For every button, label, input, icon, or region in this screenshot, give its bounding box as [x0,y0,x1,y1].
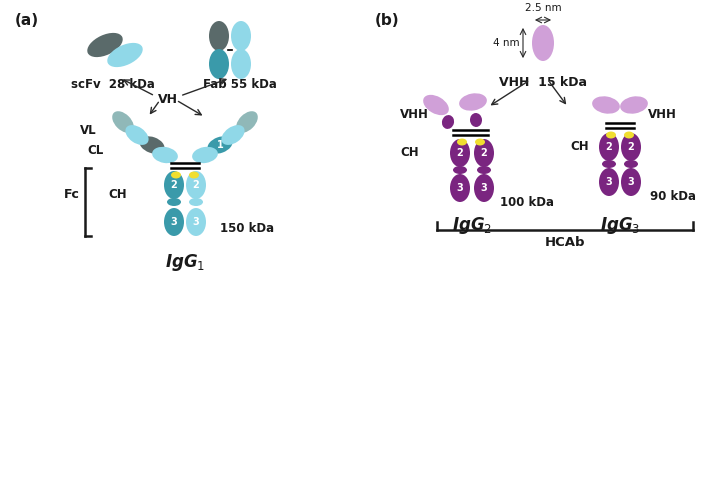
Ellipse shape [450,174,470,202]
Text: VL: VL [80,124,97,136]
Ellipse shape [457,138,467,145]
Text: 90 kDa: 90 kDa [650,190,696,202]
Ellipse shape [186,171,206,199]
Text: (b): (b) [375,13,400,28]
Ellipse shape [112,111,134,133]
Text: VHH  15 kDa: VHH 15 kDa [499,76,587,89]
Ellipse shape [606,132,616,138]
Ellipse shape [209,21,229,51]
Text: 4 nm: 4 nm [494,38,520,48]
Text: 100 kDa: 100 kDa [500,196,554,208]
Text: VHH: VHH [648,108,677,122]
Ellipse shape [624,160,638,168]
Text: 2: 2 [193,180,199,190]
Text: 2: 2 [628,142,634,152]
Text: CH: CH [108,188,127,202]
Ellipse shape [164,171,184,199]
Ellipse shape [532,25,554,61]
Ellipse shape [189,198,203,206]
Text: 2.5 nm: 2.5 nm [525,3,561,13]
Ellipse shape [621,168,641,196]
Ellipse shape [87,33,123,57]
Text: HCAb: HCAb [545,236,585,249]
Text: 3: 3 [628,177,634,187]
Text: 3: 3 [606,177,612,187]
Ellipse shape [192,147,218,163]
Ellipse shape [207,136,232,154]
Text: CL: CL [88,144,104,156]
Ellipse shape [209,49,229,79]
Ellipse shape [107,43,143,67]
Ellipse shape [453,166,467,174]
Ellipse shape [475,138,485,145]
Text: IgG$_1$: IgG$_1$ [165,252,205,273]
Text: 3: 3 [480,183,487,193]
Ellipse shape [167,198,181,206]
Ellipse shape [152,147,178,163]
Text: CH: CH [400,146,419,160]
Ellipse shape [477,166,491,174]
Ellipse shape [231,21,251,51]
Ellipse shape [125,125,149,145]
Ellipse shape [236,111,258,133]
Ellipse shape [602,160,616,168]
Text: Fab 55 kDa: Fab 55 kDa [203,78,277,91]
Text: 2: 2 [606,142,612,152]
Text: 3: 3 [170,217,178,227]
Ellipse shape [189,172,199,178]
Ellipse shape [620,96,648,114]
Ellipse shape [474,139,494,167]
Ellipse shape [599,133,619,161]
Ellipse shape [592,96,620,114]
Text: 150 kDa: 150 kDa [220,222,274,234]
Text: IgG$_2$: IgG$_2$ [452,215,492,236]
Text: 1: 1 [217,140,223,150]
Text: 2: 2 [456,148,464,158]
Text: 3: 3 [193,217,199,227]
Ellipse shape [423,95,449,115]
Ellipse shape [164,208,184,236]
Text: (a): (a) [15,13,39,28]
Ellipse shape [442,115,454,129]
Ellipse shape [140,136,165,154]
Text: Fc: Fc [64,188,80,202]
Ellipse shape [171,172,181,178]
Text: IgG$_3$: IgG$_3$ [600,215,640,236]
Ellipse shape [221,125,245,145]
Text: 2: 2 [480,148,487,158]
Text: scFv  28 kDa: scFv 28 kDa [71,78,155,91]
Ellipse shape [474,174,494,202]
Text: CH: CH [570,140,589,153]
Ellipse shape [459,94,487,110]
Text: VHH: VHH [400,108,429,122]
Ellipse shape [624,132,634,138]
Text: 2: 2 [170,180,178,190]
Ellipse shape [599,168,619,196]
Ellipse shape [231,49,251,79]
Ellipse shape [450,139,470,167]
Text: VH: VH [158,93,178,106]
Ellipse shape [621,133,641,161]
Ellipse shape [186,208,206,236]
Ellipse shape [470,113,482,127]
Text: 3: 3 [456,183,464,193]
